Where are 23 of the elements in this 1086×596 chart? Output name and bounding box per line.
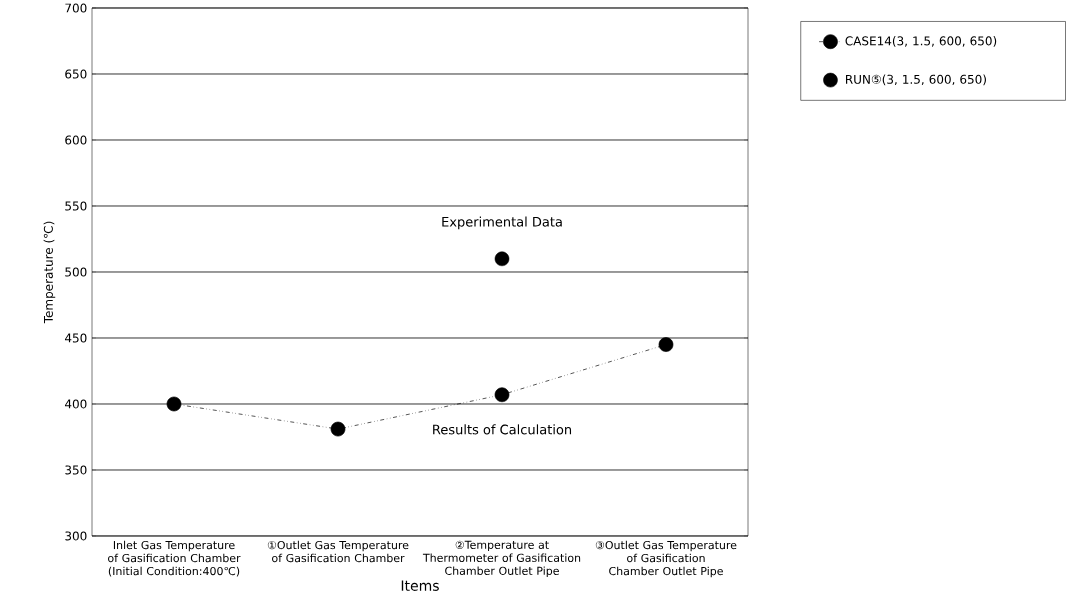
y-tick-label: 450 (64, 333, 87, 343)
y-tick-label: 650 (65, 69, 87, 79)
x-tick-label: ③Outlet Gas Temperature of Gasification Chamber Outlet Pipe (595, 540, 737, 578)
y-tick-label: 350 (65, 465, 87, 475)
y-tick-label: 550 (65, 201, 87, 211)
x-tick-label: ①Outlet Gas Temperature of Gasification Chamber (267, 540, 409, 563)
y-tick-label: 700 (65, 3, 87, 13)
point (330, 421, 346, 437)
point (494, 387, 510, 403)
y-tick-label: 600 (65, 135, 87, 145)
y-tick-label: 300 (65, 531, 87, 541)
legend-label: CASE14(3, 1.5, 600, 650) (845, 36, 997, 47)
point (658, 337, 674, 352)
x-axis-title: Items (401, 580, 439, 591)
y-tick-label: 400 (64, 399, 87, 409)
y-tick-label: 500 (65, 267, 87, 277)
annotation: Experimental Data (442, 216, 562, 230)
point (166, 396, 182, 412)
x-tick-label: ②Temperature at Thermometer of Gasification Chamber Outlet Pipe (422, 540, 581, 578)
y-axis-title: Temperature (℃) (43, 221, 56, 324)
annotation: Results of Calculation (433, 424, 572, 435)
legend-label: RUN⑤(3, 1.5, 600, 650) (846, 74, 986, 86)
x-tick-label: Inlet Gas Temperature of Gasification Chamber (Initial Condition:400℃) (108, 540, 241, 577)
